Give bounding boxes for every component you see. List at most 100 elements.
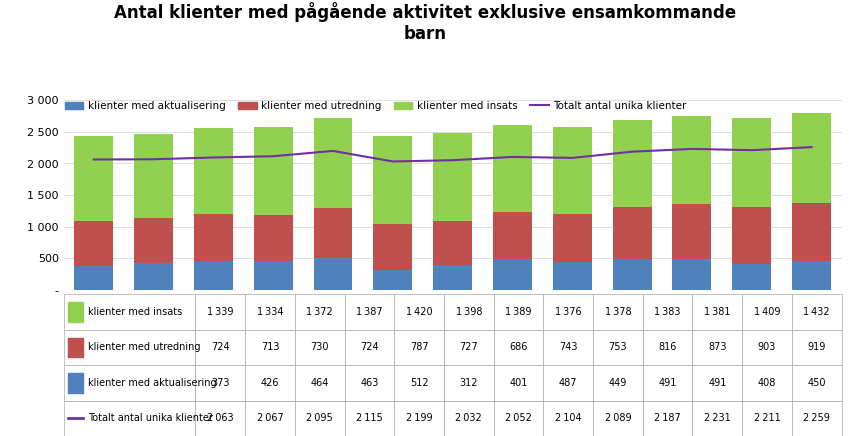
- Bar: [74, 221, 113, 266]
- Text: 2 115: 2 115: [356, 413, 382, 423]
- Text: 487: 487: [559, 378, 577, 388]
- FancyBboxPatch shape: [245, 365, 295, 401]
- Text: 373: 373: [211, 378, 230, 388]
- Bar: [672, 259, 711, 290]
- Text: 408: 408: [757, 378, 776, 388]
- FancyBboxPatch shape: [543, 330, 593, 365]
- FancyBboxPatch shape: [394, 330, 444, 365]
- Bar: [74, 266, 113, 290]
- Legend: klienter med aktualisering, klienter med utredning, klienter med insats, Totalt : klienter med aktualisering, klienter med…: [60, 97, 690, 115]
- Text: 919: 919: [808, 342, 826, 352]
- Text: 727: 727: [460, 342, 479, 352]
- Bar: [792, 262, 831, 290]
- Text: 2 063: 2 063: [207, 413, 234, 423]
- Bar: [373, 136, 412, 224]
- Bar: [373, 224, 412, 270]
- FancyBboxPatch shape: [344, 294, 394, 330]
- Text: Antal klienter med pågående aktivitet exklusive ensamkommande
barn: Antal klienter med pågående aktivitet ex…: [114, 2, 736, 43]
- Text: 903: 903: [757, 342, 776, 352]
- FancyBboxPatch shape: [742, 330, 792, 365]
- FancyBboxPatch shape: [295, 294, 344, 330]
- FancyBboxPatch shape: [64, 401, 196, 436]
- FancyBboxPatch shape: [543, 365, 593, 401]
- FancyBboxPatch shape: [344, 401, 394, 436]
- Bar: [68, 373, 83, 392]
- Bar: [552, 214, 592, 262]
- Bar: [552, 262, 592, 290]
- Bar: [194, 215, 233, 261]
- FancyBboxPatch shape: [742, 401, 792, 436]
- Text: 464: 464: [310, 378, 329, 388]
- Text: 2 067: 2 067: [257, 413, 283, 423]
- Bar: [253, 127, 292, 215]
- Text: 724: 724: [360, 342, 379, 352]
- Bar: [792, 203, 831, 262]
- Bar: [134, 133, 173, 218]
- Text: 1 376: 1 376: [555, 307, 581, 317]
- FancyBboxPatch shape: [742, 365, 792, 401]
- Bar: [253, 261, 292, 290]
- Bar: [672, 204, 711, 259]
- FancyBboxPatch shape: [593, 330, 643, 365]
- Bar: [194, 128, 233, 215]
- FancyBboxPatch shape: [196, 401, 245, 436]
- FancyBboxPatch shape: [494, 365, 543, 401]
- FancyBboxPatch shape: [295, 365, 344, 401]
- Text: 2 231: 2 231: [704, 413, 731, 423]
- Bar: [613, 259, 652, 290]
- Text: 1 383: 1 383: [654, 307, 681, 317]
- Text: Totalt antal unika klienter: Totalt antal unika klienter: [88, 413, 212, 423]
- Bar: [253, 215, 292, 261]
- FancyBboxPatch shape: [394, 365, 444, 401]
- Bar: [68, 302, 83, 322]
- Text: 1 387: 1 387: [356, 307, 382, 317]
- FancyBboxPatch shape: [792, 365, 842, 401]
- Bar: [733, 264, 771, 290]
- Text: klienter med insats: klienter med insats: [88, 307, 182, 317]
- Bar: [134, 218, 173, 263]
- FancyBboxPatch shape: [543, 401, 593, 436]
- Text: 491: 491: [659, 378, 677, 388]
- FancyBboxPatch shape: [693, 294, 742, 330]
- FancyBboxPatch shape: [196, 365, 245, 401]
- FancyBboxPatch shape: [295, 330, 344, 365]
- Bar: [792, 113, 831, 203]
- FancyBboxPatch shape: [444, 294, 494, 330]
- Bar: [552, 127, 592, 214]
- Bar: [314, 208, 353, 258]
- Text: 2 032: 2 032: [456, 413, 482, 423]
- FancyBboxPatch shape: [543, 294, 593, 330]
- Text: 2 089: 2 089: [604, 413, 632, 423]
- FancyBboxPatch shape: [643, 294, 693, 330]
- Text: 2 187: 2 187: [654, 413, 681, 423]
- FancyBboxPatch shape: [344, 330, 394, 365]
- Text: 463: 463: [360, 378, 378, 388]
- Text: 512: 512: [410, 378, 428, 388]
- Text: 816: 816: [659, 342, 677, 352]
- FancyBboxPatch shape: [196, 330, 245, 365]
- FancyBboxPatch shape: [444, 401, 494, 436]
- FancyBboxPatch shape: [444, 330, 494, 365]
- Bar: [493, 259, 532, 290]
- FancyBboxPatch shape: [444, 365, 494, 401]
- Bar: [373, 270, 412, 290]
- Bar: [672, 116, 711, 204]
- Bar: [74, 136, 113, 221]
- FancyBboxPatch shape: [295, 401, 344, 436]
- FancyBboxPatch shape: [64, 294, 196, 330]
- FancyBboxPatch shape: [792, 294, 842, 330]
- FancyBboxPatch shape: [643, 330, 693, 365]
- Text: 686: 686: [509, 342, 528, 352]
- Bar: [314, 118, 353, 208]
- Text: 450: 450: [808, 378, 826, 388]
- Bar: [434, 133, 472, 221]
- FancyBboxPatch shape: [394, 401, 444, 436]
- Text: 724: 724: [211, 342, 230, 352]
- Text: 1 398: 1 398: [456, 307, 482, 317]
- Text: 787: 787: [410, 342, 428, 352]
- FancyBboxPatch shape: [344, 365, 394, 401]
- Bar: [68, 338, 83, 357]
- Text: 1 372: 1 372: [306, 307, 333, 317]
- Text: 1 378: 1 378: [604, 307, 632, 317]
- FancyBboxPatch shape: [494, 330, 543, 365]
